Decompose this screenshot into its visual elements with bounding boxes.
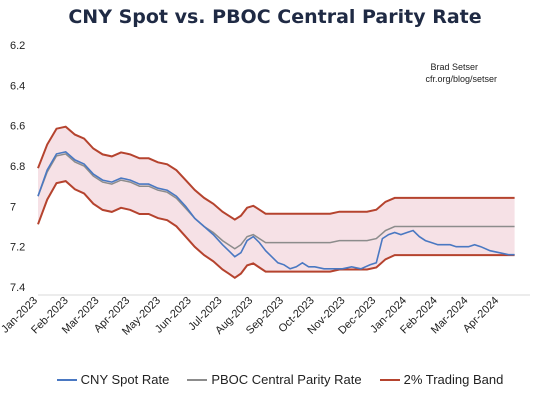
y-tick-label: 7.4 (10, 282, 25, 294)
x-axis: Jan-2023Feb-2023Mar-2023Apr-2023May-2023… (0, 294, 530, 338)
y-tick-label: 6.6 (10, 121, 25, 133)
legend-label-band: 2% Trading Band (403, 372, 504, 387)
band-upper-line (37, 125, 515, 221)
y-tick-label: 6.8 (10, 161, 25, 173)
series-line-spot (37, 151, 515, 270)
series-lines-layer (37, 151, 515, 270)
legend-item-parity: PBOC Central Parity Rate (187, 372, 362, 387)
legend-swatch-parity (187, 378, 208, 381)
trading-band-fill (38, 126, 515, 278)
y-tick-label: 6.4 (10, 80, 25, 92)
source-url: cfr.org/blog/setser (425, 74, 497, 84)
source-author: Brad Setser (430, 62, 478, 72)
y-tick-label: 7.2 (10, 242, 25, 254)
legend-label-spot: CNY Spot Rate (80, 372, 170, 387)
trading-band-layer (37, 125, 515, 280)
band-lower-line (37, 180, 515, 280)
legend: CNY Spot Rate PBOC Central Parity Rate 2… (30, 372, 530, 387)
y-axis: 6.2 6.4 6.6 6.8 7 7.2 7.4 (10, 40, 25, 294)
legend-swatch-band (379, 378, 400, 381)
series-line-parity (37, 153, 515, 250)
legend-label-parity: PBOC Central Parity Rate (211, 372, 362, 387)
legend-item-spot: CNY Spot Rate (56, 372, 170, 387)
legend-item-band: 2% Trading Band (379, 372, 504, 387)
y-tick-label: 6.2 (10, 40, 25, 52)
legend-swatch-spot (56, 378, 77, 381)
chart-title: CNY Spot vs. PBOC Central Parity Rate (68, 6, 482, 28)
y-tick-label: 7 (10, 201, 16, 213)
